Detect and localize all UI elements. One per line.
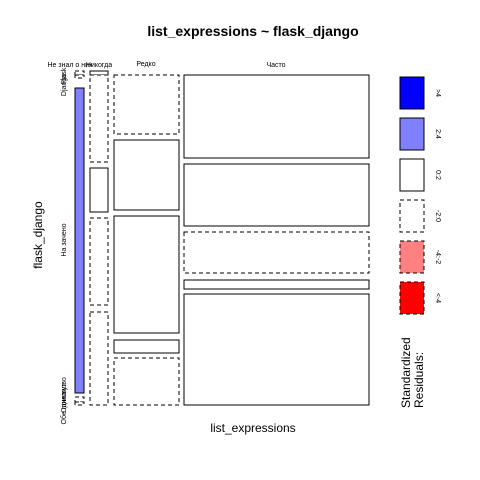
legend-title: Standardized [399, 337, 413, 408]
y-axis-label: flask_django [31, 201, 45, 269]
y-tick-label: Одинаково [61, 377, 68, 413]
mosaic-cell [113, 357, 180, 406]
mosaic-cell [113, 215, 180, 334]
legend-label: -4:-2 [434, 250, 441, 265]
mosaic-cell [74, 87, 85, 394]
legend-swatch [399, 76, 425, 110]
mosaic-cell [183, 293, 370, 406]
x-tick-label: Часто [266, 62, 285, 69]
y-tick-label: На зачено [61, 223, 68, 256]
legend-label: -2:0 [434, 210, 441, 222]
y-tick-label: Обе помогут [60, 383, 68, 425]
y-tick-label: Flask [61, 67, 68, 84]
legend-label: 0:2 [434, 170, 441, 180]
legend-swatch [399, 199, 425, 233]
mosaic-cells [74, 70, 370, 406]
legend-swatch [399, 240, 425, 274]
legend-label: >4 [434, 89, 441, 97]
mosaic-cell [89, 311, 109, 406]
mosaic-cell [74, 401, 85, 406]
y-tick-label: Django [61, 74, 68, 96]
legend: >4 2:4 0:2 -2:0 -4:-2 <-4 Standardized Residual… [399, 76, 441, 408]
mosaic-cell [74, 396, 85, 403]
mosaic-cell [183, 231, 370, 274]
mosaic-cell [89, 70, 109, 76]
legend-swatch [399, 117, 425, 151]
x-tick-label: Не знал о них [47, 62, 93, 69]
x-tick-label: Никогда [86, 62, 112, 69]
legend-swatch [399, 281, 425, 315]
legend-label: <-4 [434, 293, 441, 303]
mosaic-cell [183, 163, 370, 227]
mosaic-cell [89, 74, 109, 163]
legend-swatch [399, 158, 425, 192]
x-axis-label: list_expressions [210, 421, 295, 435]
mosaic-cell [183, 279, 370, 290]
mosaic-cell [183, 74, 370, 159]
mosaic-cell [74, 70, 85, 76]
legend-label: 2:4 [434, 129, 441, 139]
mosaic-cell [89, 167, 109, 213]
chart-title: list_expressions ~ flask_django [147, 23, 358, 39]
mosaic-cell [113, 74, 180, 135]
mosaic-cell [113, 339, 180, 354]
mosaic-cell [89, 217, 109, 306]
mosaic-cell [113, 139, 180, 211]
legend-title: Residuals: [412, 352, 426, 408]
x-tick-label: Редко [136, 61, 155, 68]
mosaic-cell [74, 74, 85, 79]
